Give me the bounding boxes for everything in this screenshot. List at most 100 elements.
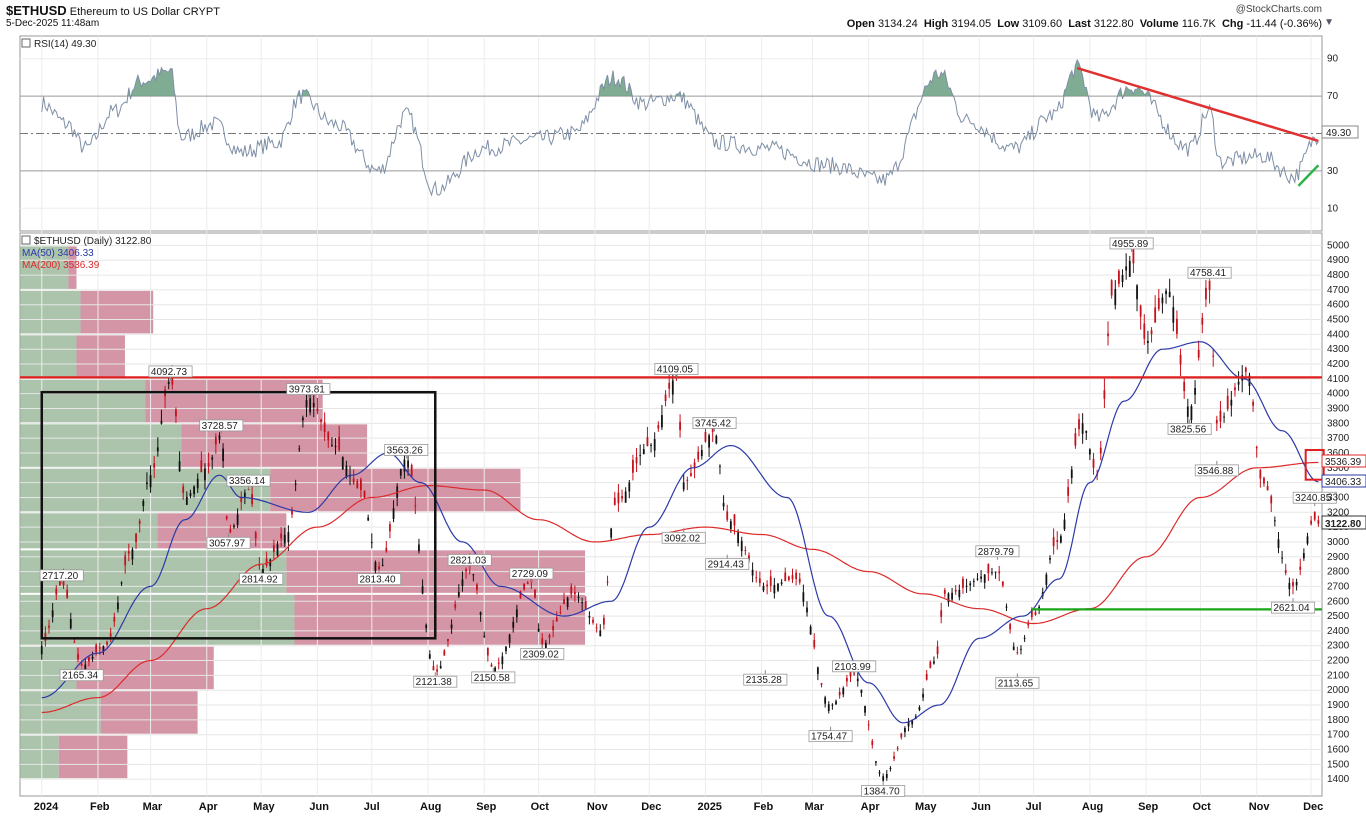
candle-body (360, 479, 362, 491)
candle-body (621, 496, 623, 499)
candle-body (1099, 447, 1102, 454)
candle-body (294, 483, 297, 485)
candle-body (1284, 570, 1287, 573)
candle-body (1277, 539, 1280, 548)
candle-body (693, 462, 696, 469)
annotation-box (226, 474, 271, 487)
candle-body (893, 756, 895, 759)
candle-body (486, 647, 489, 656)
candle-body (646, 437, 649, 446)
candle-body (131, 549, 134, 560)
candle-body (291, 510, 293, 515)
candle-body (91, 656, 94, 659)
price-tick-label: 2600 (1327, 596, 1350, 607)
candle-body (501, 656, 504, 665)
annotation-label: 2309.02 (523, 649, 560, 660)
candle-body (671, 380, 674, 395)
last-price-tag-box (1321, 515, 1366, 530)
annotation-label: 3825.56 (1170, 425, 1207, 436)
candle-body (653, 439, 656, 451)
candle-body (1027, 622, 1030, 626)
candle-body (95, 644, 98, 653)
price-tick-label: 4700 (1327, 285, 1350, 296)
candle-body (1215, 419, 1218, 424)
candle-body (153, 463, 156, 468)
annotation-box (692, 417, 737, 429)
candle-body (802, 592, 805, 602)
candle-body (443, 650, 446, 656)
price-legend-box-icon (21, 235, 31, 245)
candle-body (214, 436, 217, 445)
candle-body (312, 402, 315, 408)
candle-body (1234, 387, 1236, 391)
candle-body (537, 628, 540, 632)
candle-body (719, 465, 721, 467)
annotation-box (1187, 266, 1232, 279)
candle-body (1107, 333, 1109, 337)
candle-body (439, 666, 442, 669)
candle-body (1139, 305, 1142, 317)
candle-body (824, 697, 827, 704)
candle-body (1092, 458, 1095, 468)
last-value: 3122.80 (1093, 18, 1134, 30)
candle-body (737, 532, 739, 544)
candle-body (508, 634, 511, 643)
vp-down-bar-10 (80, 290, 154, 334)
candle-body (958, 589, 961, 598)
price-tick-label: 3800 (1327, 418, 1350, 429)
candle-body (418, 544, 420, 552)
annotation-box (654, 363, 699, 375)
candle-body (149, 475, 152, 488)
candle-body (1237, 381, 1240, 385)
candle-body (686, 479, 689, 481)
candle-body (929, 661, 932, 669)
annotations-layer: 2717.20 2165.34 4092.73 3728.57 3057.97 3356.… (39, 237, 1337, 797)
annotation-box (286, 383, 331, 395)
candle-body (1063, 519, 1066, 530)
brand: @StockCharts.com (1235, 4, 1322, 15)
candle-body (160, 420, 163, 424)
rsi-trendline-up (1297, 164, 1320, 187)
candle-body (236, 514, 239, 525)
annotation-box (995, 676, 1040, 689)
dropdown-icon[interactable]: ▼ (1324, 17, 1334, 28)
candle-body (595, 627, 598, 629)
x-tick-label: Aug (1082, 801, 1103, 813)
annotation-box (861, 785, 906, 797)
rsi-trendline-down (1076, 66, 1319, 143)
candle-body (276, 544, 279, 556)
candle-body (1088, 449, 1091, 455)
candle-body (1052, 537, 1055, 547)
x-tick-label: 2024 (34, 801, 59, 813)
candle-body (1190, 406, 1193, 421)
candle-body (1078, 419, 1080, 430)
x-tick-label: Feb (754, 801, 774, 813)
price-tick-label: 2800 (1327, 567, 1350, 578)
rsi-tick-label: 70 (1327, 91, 1339, 102)
candle-body (258, 564, 261, 566)
annotation-box (975, 545, 1020, 558)
candle-body (378, 566, 380, 570)
candle-body (806, 607, 808, 613)
rsi-tick-label: 30 (1327, 166, 1339, 177)
candle-body (534, 589, 536, 598)
x-tick-label: Dec (641, 801, 661, 813)
low-value: 3109.60 (1022, 18, 1063, 30)
price-tick-label: 3600 (1327, 448, 1350, 459)
candle-body (1176, 318, 1178, 334)
candle-body (301, 417, 304, 421)
title-line: $ETHUSD Ethereum to US Dollar CRYPT (6, 3, 220, 18)
price-tick-label: 3900 (1327, 404, 1350, 415)
ma-crossover-highlight-box (1304, 449, 1325, 481)
annotation-label: 3563.26 (387, 445, 424, 456)
candle-body (370, 542, 373, 544)
candle-body (323, 422, 326, 433)
price-tick-label: 1500 (1327, 759, 1350, 770)
candle-body (200, 460, 203, 473)
candle-body (1226, 395, 1229, 409)
candle-body (392, 508, 395, 520)
annotation-label: 3092.02 (664, 533, 701, 544)
candle-body (1081, 423, 1084, 434)
candle-body (374, 562, 377, 571)
x-tick-label: 2025 (697, 801, 721, 813)
